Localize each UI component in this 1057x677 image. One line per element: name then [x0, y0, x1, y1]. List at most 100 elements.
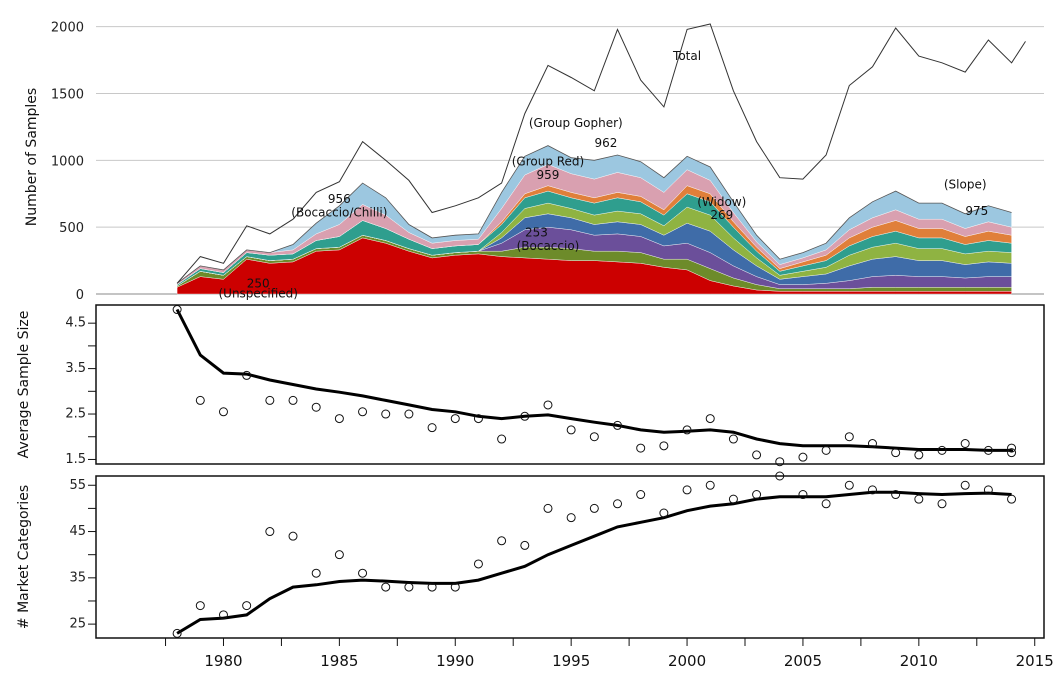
- data-point: [381, 582, 391, 592]
- y-tick-label: 500: [59, 221, 84, 236]
- annotation-label: (Slope): [944, 177, 987, 191]
- y-tick-label: 2000: [51, 21, 84, 36]
- data-point: [636, 490, 646, 500]
- data-point: [636, 443, 646, 453]
- data-point: [937, 445, 947, 455]
- annotation-label: (Group Red): [512, 155, 585, 169]
- data-point: [543, 400, 553, 410]
- y-tick-label: 1500: [51, 88, 84, 103]
- annotation-label: (Unspecified): [218, 286, 298, 300]
- data-point: [311, 568, 321, 578]
- y-tick-label: 3.5: [65, 361, 86, 376]
- data-point: [172, 628, 182, 638]
- x-tick-label: 1980: [204, 652, 242, 670]
- data-point: [891, 490, 901, 500]
- y-axis-label: Average Sample Size: [16, 311, 32, 459]
- data-point: [450, 582, 460, 592]
- data-point: [543, 503, 553, 513]
- data-point: [427, 423, 437, 433]
- data-point: [914, 494, 924, 504]
- data-point: [798, 490, 808, 500]
- y-tick-label: 35: [69, 570, 86, 585]
- data-point: [566, 513, 576, 523]
- data-point: [775, 457, 785, 467]
- annotation-label: 975: [965, 204, 988, 218]
- data-point: [867, 485, 877, 495]
- data-point: [497, 434, 507, 444]
- data-point: [404, 409, 414, 419]
- stack-outline: [176, 145, 1012, 284]
- smooth-line: [175, 308, 1014, 452]
- data-point: [960, 480, 970, 490]
- total-line: [176, 23, 1026, 284]
- data-point: [659, 441, 669, 451]
- data-point: [821, 499, 831, 509]
- y-tick-label: 4.5: [65, 316, 86, 331]
- x-tick-label: 1985: [320, 652, 358, 670]
- x-tick-label: 1995: [552, 652, 590, 670]
- data-point: [358, 568, 368, 578]
- data-point: [983, 485, 993, 495]
- data-point: [265, 527, 275, 537]
- x-tick-label: 2000: [668, 652, 706, 670]
- data-point: [195, 395, 205, 405]
- data-point: [172, 305, 182, 315]
- data-point: [891, 448, 901, 458]
- y-tick-label: 55: [69, 478, 86, 493]
- annotation-label: (Widow): [697, 195, 746, 209]
- y-tick-label: 25: [69, 617, 86, 632]
- data-point: [682, 425, 692, 435]
- data-point: [1007, 443, 1017, 453]
- data-point: [334, 414, 344, 424]
- data-point: [381, 409, 391, 419]
- data-point: [844, 432, 854, 442]
- x-tick-label: 2015: [1016, 652, 1054, 670]
- data-point: [682, 485, 692, 495]
- data-point: [404, 582, 414, 592]
- data-point: [242, 370, 252, 380]
- annotation-label: 962: [594, 136, 617, 150]
- data-point: [589, 503, 599, 513]
- data-point: [705, 414, 715, 424]
- data-point: [195, 601, 205, 611]
- y-tick-label: 1000: [51, 154, 84, 169]
- data-point: [728, 494, 738, 504]
- data-point: [288, 531, 298, 541]
- y-tick-label: 2.5: [65, 407, 86, 422]
- x-tick-label: 2010: [900, 652, 938, 670]
- x-tick-label: 1990: [436, 652, 474, 670]
- x-axis: 1980 1985 1990 1995 2000 2005 2010 2015: [165, 638, 1054, 670]
- data-point: [867, 439, 877, 449]
- data-point: [960, 439, 970, 449]
- data-point: [914, 450, 924, 460]
- data-point: [659, 508, 669, 518]
- data-point: [520, 540, 530, 550]
- annotation-label: (Group Gopher): [529, 116, 623, 130]
- panel-frame: [95, 475, 1045, 639]
- data-point: [844, 480, 854, 490]
- annotation-label: Total: [672, 49, 701, 63]
- data-point: [497, 536, 507, 546]
- y-tick-label: 45: [69, 524, 86, 539]
- data-point: [520, 411, 530, 421]
- data-point: [775, 471, 785, 481]
- panel-frame: [95, 304, 1045, 465]
- market-categories-panel: 25 35 45 55 # Market Categories: [16, 471, 1045, 639]
- data-point: [473, 559, 483, 569]
- y-tick-label: 1.5: [65, 452, 86, 467]
- annotation-label: (Bocaccio/Chilli): [291, 205, 387, 219]
- data-point: [1007, 448, 1017, 458]
- data-point: [1007, 494, 1017, 504]
- annotation-label: 269: [710, 208, 733, 222]
- data-point: [473, 414, 483, 424]
- annotation-label: 253: [525, 226, 548, 240]
- data-point: [937, 499, 947, 509]
- data-point: [613, 420, 623, 430]
- data-point: [311, 402, 321, 412]
- x-tick-label: 2005: [784, 652, 822, 670]
- data-point: [288, 395, 298, 405]
- annotation-label: 250: [247, 276, 270, 290]
- data-point: [566, 425, 576, 435]
- data-point: [427, 582, 437, 592]
- data-point: [798, 452, 808, 462]
